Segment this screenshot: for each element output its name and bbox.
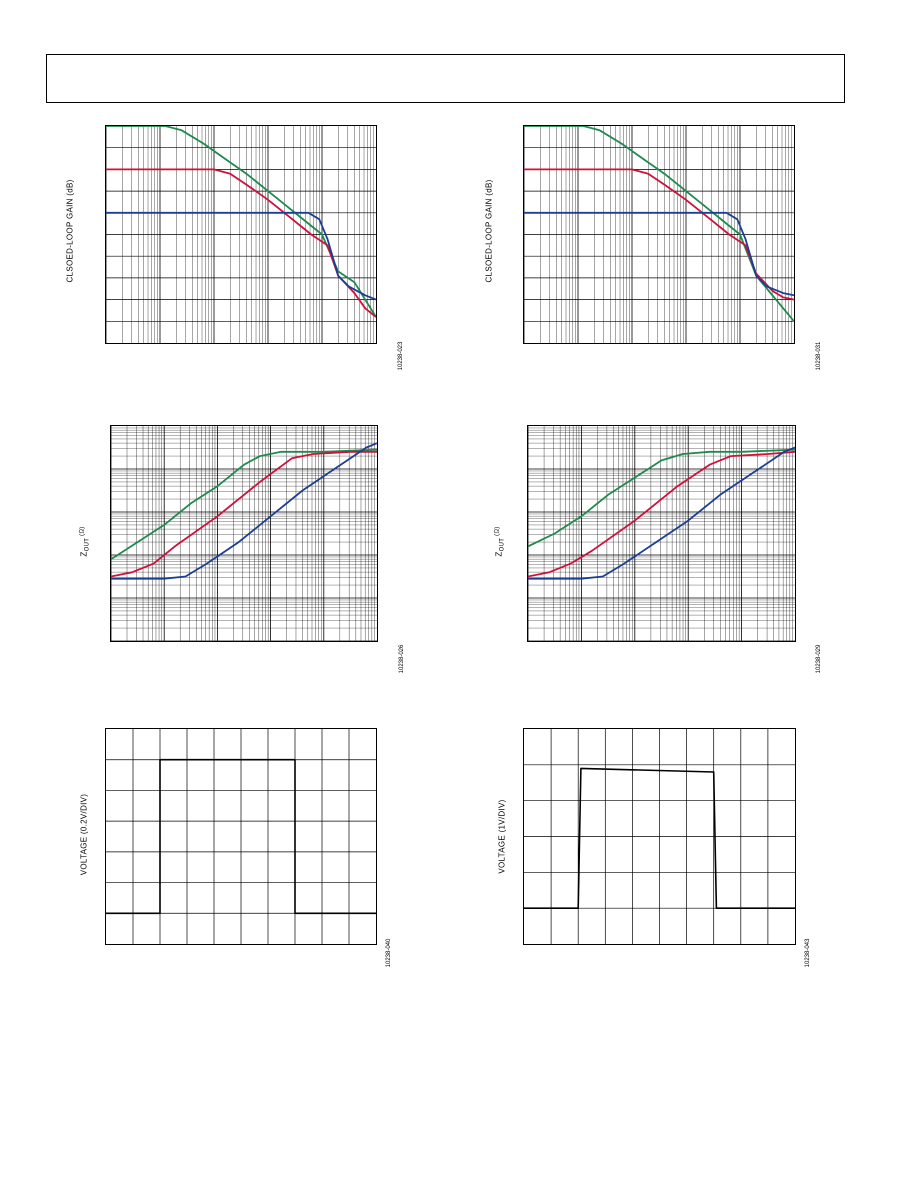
figure-3-y-label-unit: (Ω): [79, 526, 86, 538]
series-line-red: [106, 168, 376, 318]
series-line-black: [106, 758, 376, 915]
grid: [106, 729, 376, 944]
series-line-green: [111, 448, 377, 561]
figure-1-y-axis-label: CLSOED-LOOP GAIN (dB): [65, 179, 75, 283]
figure-3-y-axis-label: ZOUT (Ω): [80, 517, 91, 567]
series-line-blue: [524, 211, 794, 297]
chart-svg: [111, 426, 377, 641]
figure-2-y-axis-label: CLSOED-LOOP GAIN (dB): [484, 179, 494, 283]
chart-svg: [106, 126, 376, 343]
series-line-blue: [106, 211, 376, 301]
figure-1-plot: [105, 125, 377, 344]
series-line-black: [524, 767, 795, 909]
grid: [524, 126, 794, 343]
figure-4-plot: [527, 425, 796, 642]
series-line-green: [524, 126, 794, 322]
figure-3-y-label-sub: OUT: [84, 537, 91, 552]
figure-6-plot: [523, 728, 796, 945]
figure-5-y-axis-label: VOLTAGE (0.2V/DIV): [79, 793, 89, 876]
chart-svg: [528, 426, 795, 641]
grid: [528, 426, 795, 641]
figure-3-plot: [110, 425, 378, 642]
figure-6-code: 10238-043: [805, 938, 811, 968]
chart-svg: [524, 729, 795, 944]
series-line-red: [111, 450, 377, 578]
figure-6-y-axis-label: VOLTAGE (1V/DIV): [497, 799, 507, 874]
series-line-green: [528, 448, 795, 548]
figure-4-y-label-unit: (Ω): [494, 526, 501, 538]
grid: [524, 729, 795, 944]
grid: [106, 126, 376, 343]
figure-4-y-label-main: Z: [494, 551, 504, 557]
series-line-red: [524, 168, 794, 301]
series-line-red: [528, 450, 795, 578]
grid: [111, 426, 377, 641]
figure-2-plot: [523, 125, 795, 344]
figure-5-code: 10238-040: [386, 938, 392, 968]
figure-1-code: 10238-023: [398, 341, 404, 371]
page-header-box: [46, 54, 845, 103]
figure-3-y-label-main: Z: [79, 551, 89, 557]
chart-svg: [106, 729, 376, 944]
figure-4-y-label-sub: OUT: [499, 537, 506, 552]
figure-2-code: 10238-031: [816, 341, 822, 371]
series-line-green: [106, 126, 376, 318]
series-line-blue: [111, 442, 377, 580]
series-line-blue: [528, 446, 795, 580]
figure-5-plot: [105, 728, 377, 945]
figure-3-code: 10238-026: [399, 644, 405, 674]
figure-4-code: 10238-029: [816, 644, 822, 674]
chart-svg: [524, 126, 794, 343]
figure-4-y-axis-label: ZOUT (Ω): [495, 517, 506, 567]
